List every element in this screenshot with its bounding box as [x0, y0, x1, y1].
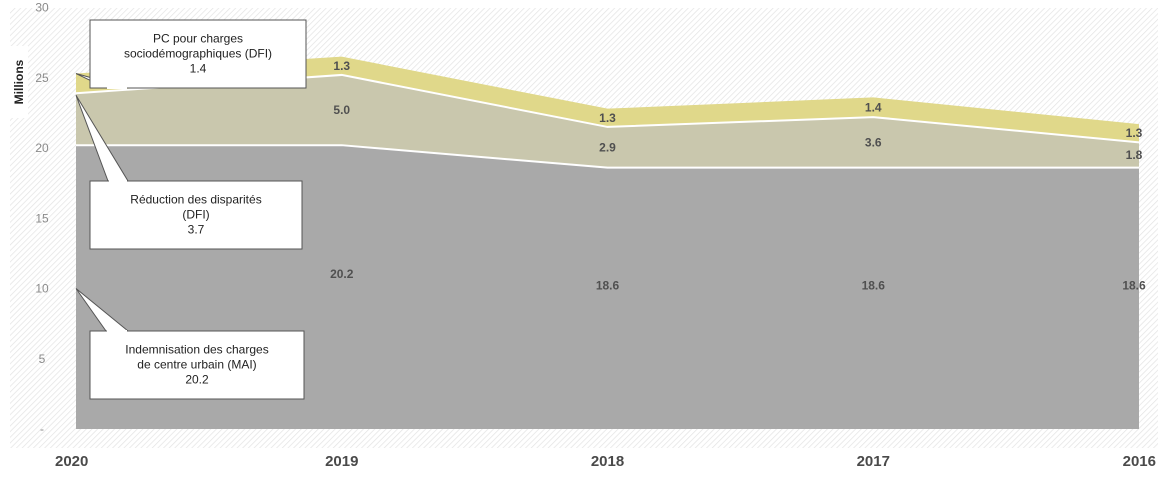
y-tick-label: -: [40, 422, 44, 436]
y-tick-label: 25: [35, 71, 49, 85]
x-tick-label: 2016: [1123, 453, 1156, 470]
data-label: 18.6: [1122, 278, 1146, 292]
x-tick-label: 2017: [857, 453, 890, 470]
area-series-1: [76, 145, 1139, 429]
callout-box: [89, 19, 307, 89]
area-series-3: [76, 56, 1139, 143]
data-label: 3.6: [865, 135, 882, 149]
callout-text-line: sociodémographiques (DFI): [124, 47, 272, 61]
data-label: 1.3: [333, 59, 350, 73]
callout-text-line: 20.2: [185, 373, 209, 387]
data-label: 18.6: [862, 278, 886, 292]
callout-box: [89, 180, 303, 250]
callout-text-line: Indemnisation des charges: [125, 343, 268, 357]
data-label: 1.4: [865, 100, 882, 114]
data-label: 1.8: [1126, 148, 1143, 162]
callout-text-line: Réduction des disparités: [130, 193, 261, 207]
x-tick-label: 2019: [325, 453, 358, 470]
x-axis: 2020 2019 2018 2017 2016: [55, 453, 1156, 470]
data-label: 18.6: [596, 278, 620, 292]
data-label: 1.3: [1126, 126, 1143, 140]
y-axis-title-box: Millions: [9, 46, 28, 118]
data-label: 2.9: [599, 140, 616, 154]
y-tick-label: 30: [35, 1, 49, 15]
callout-text-line: 1.4: [190, 62, 207, 76]
y-tick-label: 15: [35, 211, 49, 225]
callout-text-line: PC pour charges: [153, 32, 243, 46]
x-tick-label: 2020: [55, 453, 88, 470]
boundary-line-1: [76, 144, 1139, 169]
y-tick-label: 20: [35, 141, 49, 155]
y-tick-label: 10: [35, 282, 49, 296]
data-labels: 20.2 18.6 18.6 18.6 5.0 2.9 3.6 1.8 1.3 1.3 1.4 1.3: [330, 59, 1146, 293]
y-axis-title: Millions: [12, 59, 26, 104]
callout-box: [89, 330, 305, 400]
x-tick-label: 2018: [591, 453, 624, 470]
callout-2: Réduction des disparités(DFI)3.7: [75, 94, 303, 250]
data-label: 20.2: [330, 267, 354, 281]
callout-text-line: de centre urbain (MAI): [137, 358, 256, 372]
y-axis: - 5 10 15 20 25 30: [35, 1, 49, 437]
callout-text-line: (DFI): [182, 208, 209, 222]
data-label: 5.0: [333, 103, 350, 117]
data-label: 1.3: [599, 111, 616, 125]
y-tick-label: 5: [39, 352, 46, 366]
callout-text-line: 3.7: [188, 223, 205, 237]
